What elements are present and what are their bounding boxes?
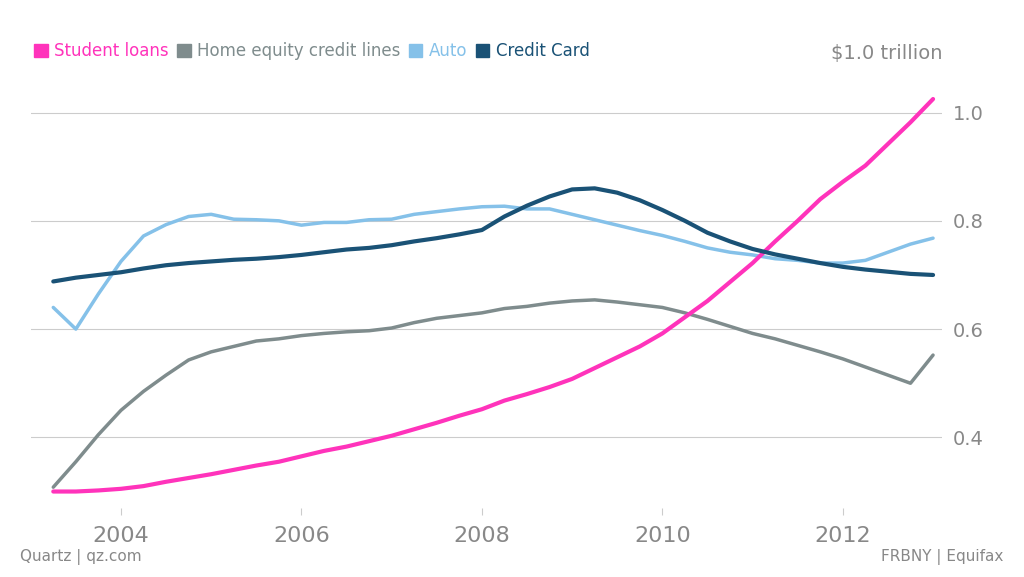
Text: FRBNY | Equifax: FRBNY | Equifax bbox=[881, 549, 1004, 565]
Text: $1.0 trillion: $1.0 trillion bbox=[830, 44, 942, 63]
Text: Quartz | qz.com: Quartz | qz.com bbox=[20, 549, 142, 565]
Legend: Student loans, Home equity credit lines, Auto, Credit Card: Student loans, Home equity credit lines,… bbox=[35, 43, 590, 61]
